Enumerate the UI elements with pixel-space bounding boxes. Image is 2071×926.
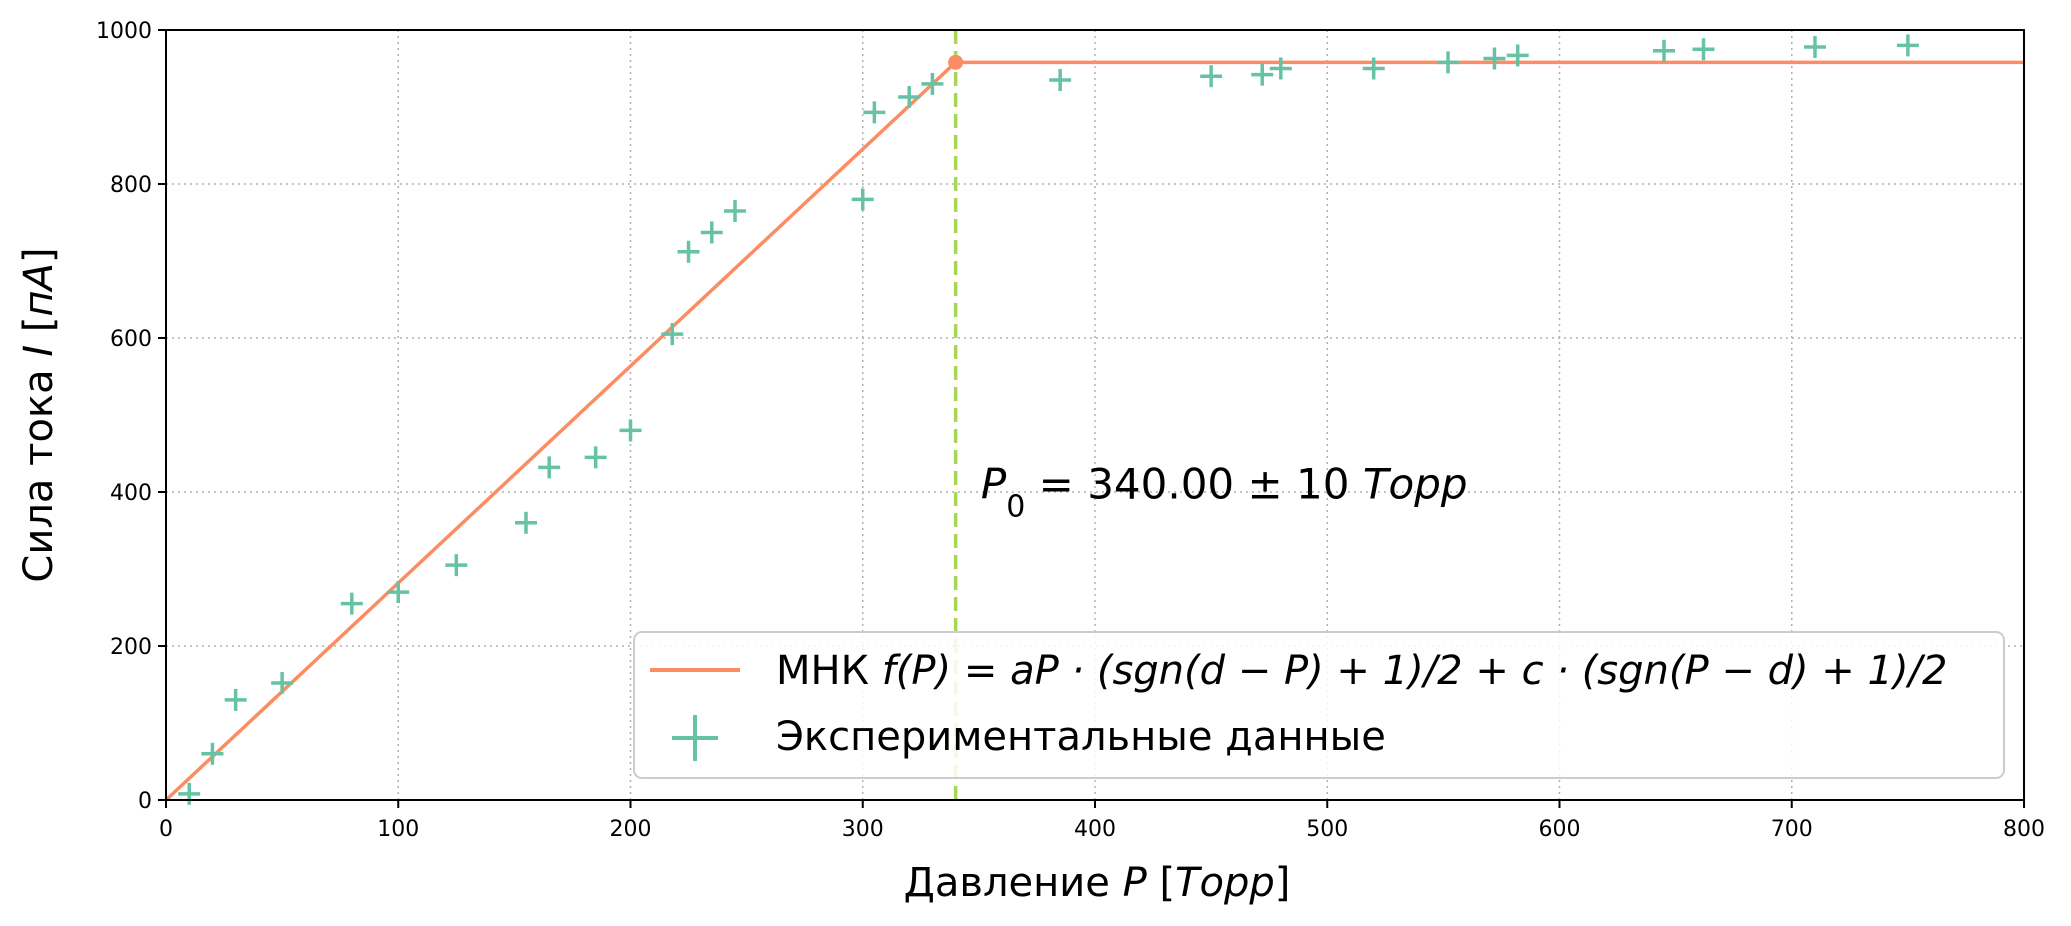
legend-fit-label: МНК f(P) = aP · (sgn(d − P) + 1)/2 + c ·… (776, 648, 1947, 694)
data-point (898, 85, 921, 108)
annotation-unit: Торр (1363, 459, 1468, 508)
legend: МНК f(P) = aP · (sgn(d − P) + 1)/2 + c ·… (633, 631, 2005, 779)
y-tick-label: 0 (138, 789, 152, 814)
data-point (178, 782, 201, 805)
y-tick-label: 200 (110, 635, 152, 660)
y-axis-title-var: I (16, 345, 62, 357)
x-tick-label: 300 (842, 817, 884, 842)
data-point (514, 511, 537, 534)
data-point (1506, 44, 1529, 67)
data-point (1049, 69, 1072, 92)
data-point (851, 188, 874, 211)
data-point (445, 554, 468, 577)
y-axis-title: Сила тока I [пА] (16, 247, 62, 582)
fit-knee-point (948, 54, 964, 70)
x-axis-title-prefix: Давление (904, 860, 1123, 906)
data-point (661, 323, 684, 346)
x-tick-label: 600 (1539, 817, 1581, 842)
data-point (1251, 63, 1274, 86)
x-tick-label: 400 (1074, 817, 1116, 842)
data-point (1653, 39, 1676, 62)
data-point (863, 101, 886, 124)
data-point (224, 688, 247, 711)
data-point (538, 456, 561, 479)
annotation-p0: P0 = 340.00 ± 10 Торр (981, 459, 1468, 524)
data-point (619, 419, 642, 442)
data-point (201, 742, 224, 765)
legend-data-label: Экспериментальные данные (776, 714, 1386, 760)
data-point (677, 240, 700, 263)
x-axis-title-open: [ (1147, 860, 1175, 906)
y-axis-title-close: ] (16, 247, 62, 263)
data-point (724, 199, 747, 222)
data-point (1803, 35, 1826, 58)
x-tick-label: 0 (159, 817, 173, 842)
data-point (387, 581, 410, 604)
y-axis-title-open: [ (16, 317, 62, 345)
x-tick-label: 500 (1306, 817, 1348, 842)
x-tick-label: 200 (610, 817, 652, 842)
data-point (1483, 47, 1506, 70)
x-axis-title: Давление P [Торр] (904, 860, 1291, 906)
y-tick-label: 400 (110, 481, 152, 506)
points-layer (178, 34, 1919, 805)
data-point (1362, 57, 1385, 80)
annotation-var: P (981, 459, 1007, 508)
x-axis-title-unit: Торр (1175, 860, 1275, 906)
y-tick-label: 1000 (96, 19, 152, 44)
legend-fit-prefix: МНК (776, 648, 882, 694)
annotation-value: = 340.00 ± 10 (1025, 459, 1363, 508)
data-point (1896, 34, 1919, 57)
x-tick-label: 100 (377, 817, 419, 842)
legend-box (633, 631, 2005, 779)
ticks: 0 100 200 300 400 500 600 700 800 0 200 400 600 800 10… (96, 19, 2045, 842)
data-point (1200, 65, 1223, 88)
legend-data-swatch (672, 715, 718, 761)
x-axis-title-var: P (1123, 860, 1148, 906)
y-axis-title-prefix: Сила тока (16, 357, 62, 583)
data-point (340, 592, 363, 615)
y-tick-label: 800 (110, 173, 152, 198)
data-point (271, 671, 294, 694)
data-point (1269, 57, 1292, 80)
data-point (921, 72, 944, 95)
data-point (700, 221, 723, 244)
x-tick-label: 800 (2003, 817, 2045, 842)
x-axis-title-close: ] (1275, 860, 1291, 906)
y-axis-title-unit: пА (16, 263, 62, 317)
data-point (584, 446, 607, 469)
plot-frame (165, 29, 2025, 801)
annotation-subscript: 0 (1006, 489, 1025, 524)
data-point (1692, 38, 1715, 61)
y-tick-label: 600 (110, 327, 152, 352)
legend-fit-formula: f(P) = aP · (sgn(d − P) + 1)/2 + c · (sg… (882, 648, 1948, 694)
data-point (1437, 51, 1460, 74)
x-tick-label: 700 (1771, 817, 1813, 842)
